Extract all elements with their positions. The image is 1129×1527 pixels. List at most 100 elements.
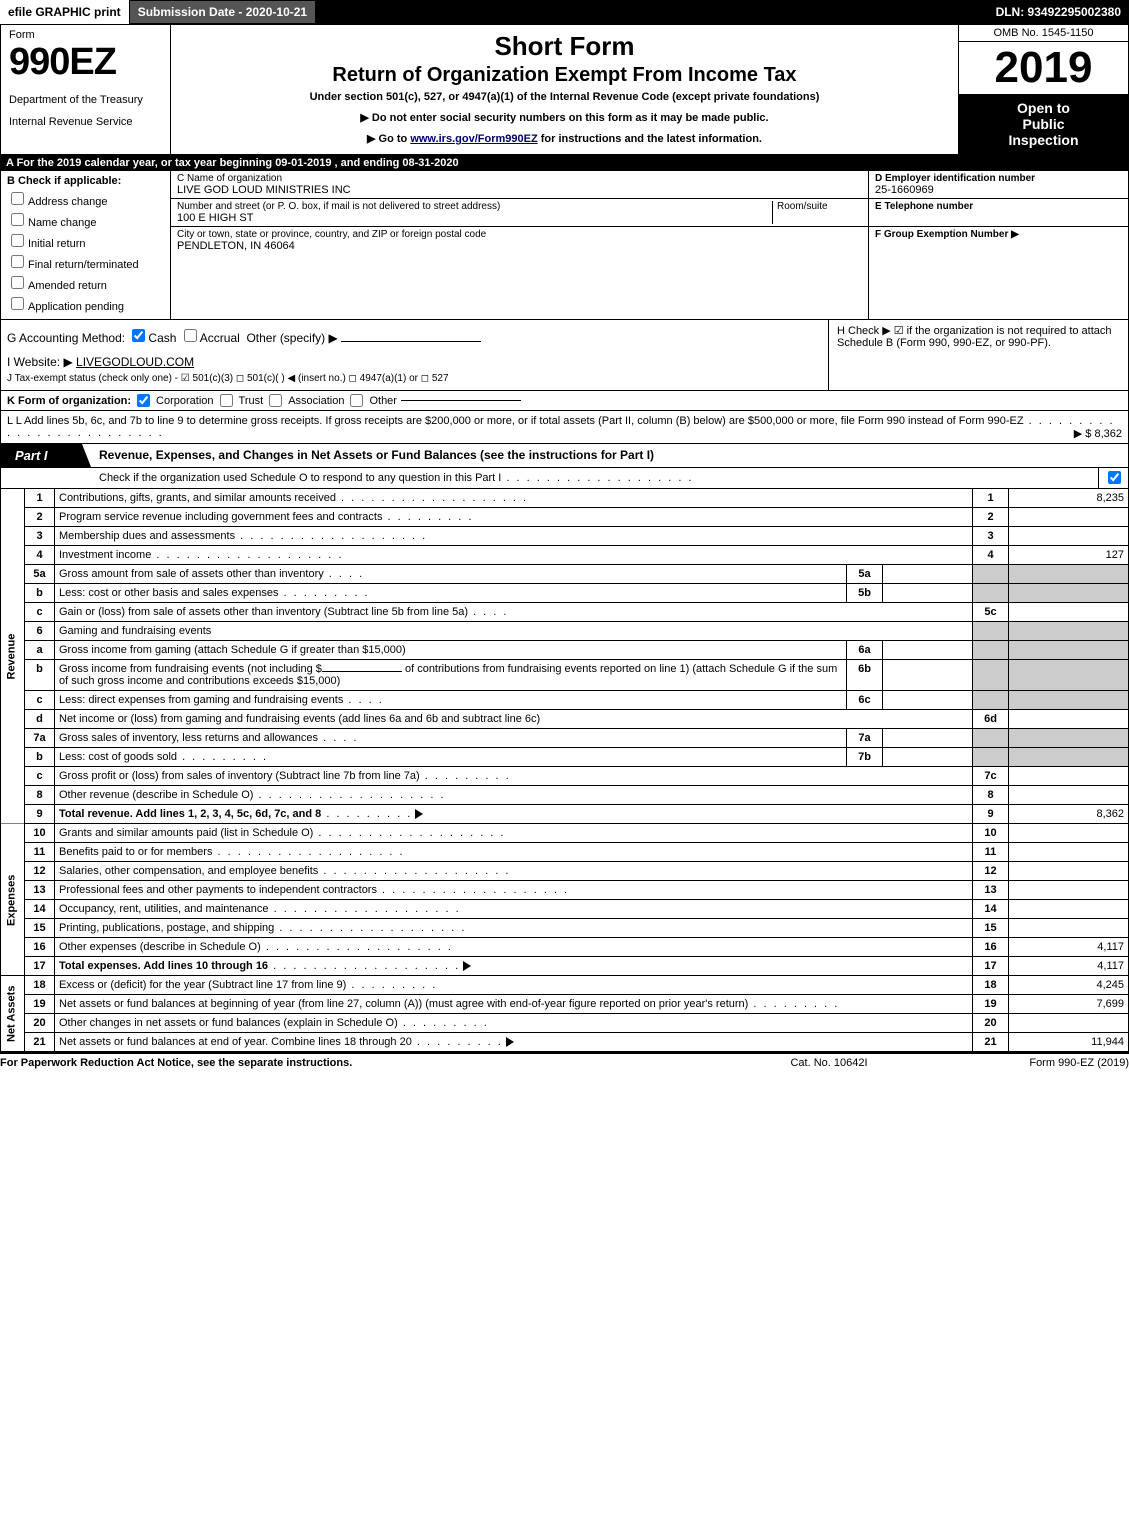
d-block: D Employer identification number 25-1660…: [869, 171, 1128, 199]
addr-val: 100 E HIGH ST: [177, 212, 772, 224]
l-text: L Add lines 5b, 6c, and 7b to line 9 to …: [16, 415, 1024, 427]
side-expenses: Expenses: [1, 824, 25, 976]
ein-val: 25-1660969: [875, 184, 1122, 196]
dept-treasury: Department of the Treasury: [9, 94, 162, 106]
h-block: H Check ▶ ☑ if the organization is not r…: [828, 320, 1128, 390]
ssn-note: ▶ Do not enter social security numbers o…: [179, 111, 950, 124]
row-6: 6Gaming and fundraising events: [1, 622, 1129, 641]
row-20: 20Other changes in net assets or fund ba…: [1, 1014, 1129, 1033]
form-code: 990EZ: [9, 41, 162, 84]
arrow-icon: [415, 809, 423, 819]
city-val: PENDLETON, IN 46064: [177, 240, 862, 252]
chk-amended-return[interactable]: Amended return: [7, 273, 164, 292]
info-grid: B Check if applicable: Address change Na…: [0, 171, 1129, 320]
chk-initial-return[interactable]: Initial return: [7, 231, 164, 250]
j-rest: (check only one) - ☑ 501(c)(3) ◻ 501(c)(…: [99, 373, 449, 384]
arrow-icon: [506, 1037, 514, 1047]
chk-assoc[interactable]: [269, 394, 282, 407]
phone-val: [875, 212, 1122, 224]
tax-year: 2019: [959, 42, 1128, 94]
goto-pre: ▶ Go to: [367, 133, 410, 145]
chk-accrual[interactable]: [184, 329, 197, 342]
city-block: City or town, state or province, country…: [171, 227, 868, 254]
under-section: Under section 501(c), 527, or 4947(a)(1)…: [179, 91, 950, 103]
chk-name-change[interactable]: Name change: [7, 210, 164, 229]
submission-date: Submission Date - 2020-10-21: [129, 0, 316, 24]
part1-header: Part I Revenue, Expenses, and Changes in…: [0, 444, 1129, 468]
row-11: 11Benefits paid to or for members11: [1, 843, 1129, 862]
part1-chk[interactable]: [1098, 468, 1128, 488]
irs-link[interactable]: www.irs.gov/Form990EZ: [410, 133, 537, 145]
part1-title: Revenue, Expenses, and Changes in Net As…: [91, 444, 1128, 467]
row-12: 12Salaries, other compensation, and empl…: [1, 862, 1129, 881]
row-9: 9Total revenue. Add lines 1, 2, 3, 4, 5c…: [1, 805, 1129, 824]
row-1: Revenue 1 Contributions, gifts, grants, …: [1, 489, 1129, 508]
omb-number: OMB No. 1545-1150: [959, 25, 1128, 42]
g-other-line[interactable]: [341, 341, 481, 342]
insp-2: Public: [963, 116, 1124, 132]
header-mid: Short Form Return of Organization Exempt…: [171, 25, 958, 154]
efile-label[interactable]: efile GRAPHIC print: [0, 0, 129, 24]
row-5c: cGain or (loss) from sale of assets othe…: [1, 603, 1129, 622]
c-name-block: C Name of organization LIVE GOD LOUD MIN…: [171, 171, 868, 199]
e-label: E Telephone number: [875, 201, 1122, 212]
room-label: Room/suite: [777, 201, 862, 212]
website-val[interactable]: LIVEGODLOUD.COM: [76, 355, 194, 369]
row-6c: cLess: direct expenses from gaming and f…: [1, 691, 1129, 710]
addr-label: Number and street (or P. O. box, if mail…: [177, 201, 772, 212]
row-8: 8Other revenue (describe in Schedule O)8: [1, 786, 1129, 805]
k-other-line[interactable]: [401, 400, 521, 401]
row-7a: 7aGross sales of inventory, less returns…: [1, 729, 1129, 748]
chk-address-change[interactable]: Address change: [7, 189, 164, 208]
chk-cash[interactable]: [132, 329, 145, 342]
insp-1: Open to: [963, 100, 1124, 116]
e-block: E Telephone number: [869, 199, 1128, 227]
lines-table: Revenue 1 Contributions, gifts, grants, …: [0, 489, 1129, 1052]
row-2: 2Program service revenue including gover…: [1, 508, 1129, 527]
chk-corp[interactable]: [137, 394, 150, 407]
page-footer: For Paperwork Reduction Act Notice, see …: [0, 1052, 1129, 1072]
side-netassets: Net Assets: [1, 976, 25, 1052]
chk-application-pending[interactable]: Application pending: [7, 294, 164, 313]
dln-label: DLN: 93492295002380: [988, 0, 1129, 24]
chk-final-return[interactable]: Final return/terminated: [7, 252, 164, 271]
g-other: Other (specify) ▶: [246, 331, 337, 345]
form-header: Form 990EZ Department of the Treasury In…: [0, 24, 1129, 155]
g-label: G Accounting Method:: [7, 331, 125, 345]
city-label: City or town, state or province, country…: [177, 229, 862, 240]
k-label: K Form of organization:: [7, 395, 131, 407]
chk-other[interactable]: [350, 394, 363, 407]
row-6b: bGross income from fundraising events (n…: [1, 660, 1129, 691]
row-a-tax-year: A For the 2019 calendar year, or tax yea…: [0, 155, 1129, 171]
row-4: 4Investment income4127: [1, 546, 1129, 565]
row-k: K Form of organization: Corporation Trus…: [0, 391, 1129, 411]
row-21: 21Net assets or fund balances at end of …: [1, 1033, 1129, 1052]
row-16: 16Other expenses (describe in Schedule O…: [1, 938, 1129, 957]
row-18: Net Assets 18Excess or (deficit) for the…: [1, 976, 1129, 995]
h-text: H Check ▶ ☑ if the organization is not r…: [837, 325, 1112, 349]
f-label: F Group Exemption Number ▶: [875, 229, 1122, 240]
row-5b: bLess: cost or other basis and sales exp…: [1, 584, 1129, 603]
form-word: Form: [9, 29, 162, 41]
part1-tab: Part I: [1, 444, 91, 467]
side-revenue: Revenue: [1, 489, 25, 824]
row-6a: aGross income from gaming (attach Schedu…: [1, 641, 1129, 660]
chk-trust[interactable]: [220, 394, 233, 407]
row-7b: bLess: cost of goods sold7b: [1, 748, 1129, 767]
col-def: D Employer identification number 25-1660…: [868, 171, 1128, 319]
row-3: 3Membership dues and assessments3: [1, 527, 1129, 546]
header-right: OMB No. 1545-1150 2019 Open to Public In…: [958, 25, 1128, 154]
inspection-box: Open to Public Inspection: [959, 94, 1128, 154]
part1-sub: Check if the organization used Schedule …: [91, 468, 1098, 488]
col-b: B Check if applicable: Address change Na…: [1, 171, 171, 319]
g-block: G Accounting Method: Cash Accrual Other …: [1, 320, 828, 390]
i-label: I Website: ▶: [7, 355, 73, 369]
part1-sub-row: Check if the organization used Schedule …: [0, 468, 1129, 489]
row-15: 15Printing, publications, postage, and s…: [1, 919, 1129, 938]
c-label: C Name of organization: [177, 173, 862, 184]
j-label: J Tax-exempt status: [7, 373, 96, 384]
row-6d: dNet income or (loss) from gaming and fu…: [1, 710, 1129, 729]
6b-blank[interactable]: [322, 671, 402, 672]
b-label: B Check if applicable:: [7, 175, 164, 187]
row-19: 19Net assets or fund balances at beginni…: [1, 995, 1129, 1014]
